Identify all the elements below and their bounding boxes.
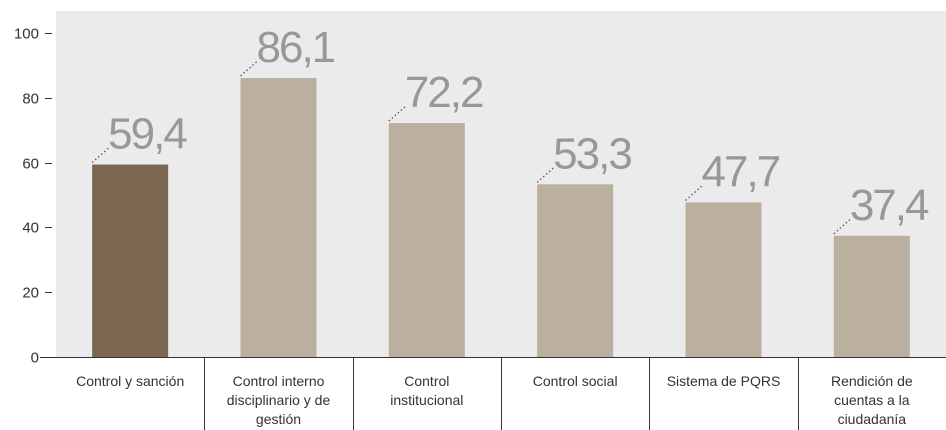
data-labels: 59,4 86,1 72,2 53,3 47,7 37,4	[108, 23, 931, 230]
y-tick-label-60: 60	[22, 156, 39, 173]
category-label-5: Sistema de PQRS	[667, 373, 781, 389]
y-tick-label-0: 0	[31, 350, 39, 367]
y-tick-label-100: 100	[14, 26, 39, 43]
category-label-1: Control y sanción	[76, 373, 184, 389]
category-label-3-line-2: institucional	[390, 392, 463, 408]
y-tick-label-80: 80	[22, 91, 39, 108]
bar-5	[685, 202, 762, 357]
bar-6	[833, 235, 910, 357]
y-tick-label-40: 40	[22, 220, 39, 237]
data-label-5: 47,7	[702, 147, 780, 196]
x-axis-categories: Control y sanción Control interno discipli…	[76, 357, 913, 430]
bars	[92, 78, 910, 358]
bar-4	[537, 184, 614, 357]
y-tick-label-20: 20	[22, 285, 39, 302]
bar-1	[92, 164, 169, 357]
y-axis: 0 20 40 60 80 100	[14, 26, 946, 367]
category-label-6-line-1: Rendición de	[831, 373, 913, 389]
bar-3	[388, 123, 465, 358]
data-label-3: 72,2	[405, 68, 483, 117]
category-label-3-line-1: Control	[404, 373, 449, 389]
plot-background	[56, 11, 946, 357]
category-label-4: Control social	[533, 373, 618, 389]
category-label-6-line-3: ciudadanía	[838, 411, 907, 427]
category-label-6-line-2: cuentas a la	[834, 392, 910, 408]
category-label-2-line-2: disciplinario y de	[227, 392, 331, 408]
bar-2	[240, 78, 317, 357]
data-label-6: 37,4	[850, 181, 929, 230]
category-label-2-line-3: gestión	[256, 411, 301, 427]
data-label-4: 53,3	[553, 129, 631, 178]
category-label-2-line-1: Control interno	[233, 373, 325, 389]
data-label-1: 59,4	[108, 110, 187, 159]
data-label-2: 86,1	[257, 23, 335, 72]
